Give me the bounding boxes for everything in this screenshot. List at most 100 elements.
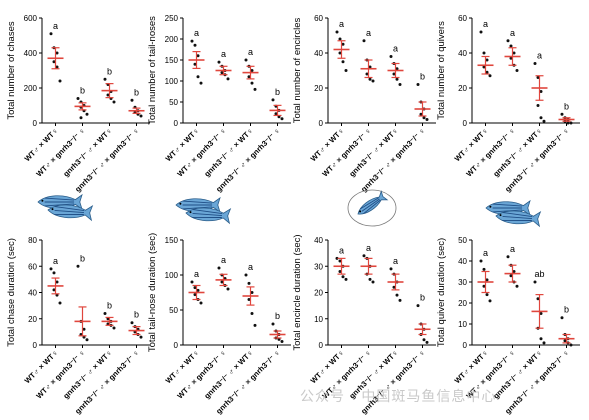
- y-tick-label: 200: [165, 35, 179, 44]
- data-point: [533, 280, 537, 284]
- category-label: gnrh3⁻/⁻ ♂ × WT♀: [61, 348, 113, 400]
- data-point: [395, 293, 399, 297]
- data-point: [139, 335, 143, 339]
- data-point: [371, 280, 375, 284]
- fish-eye: [51, 208, 54, 211]
- y-tick-label: 80: [28, 236, 37, 245]
- significance-letter: a: [393, 256, 398, 266]
- data-point: [338, 270, 342, 273]
- data-point: [250, 81, 254, 85]
- significance-letter: a: [393, 44, 398, 54]
- significance-letter: b: [80, 86, 85, 96]
- data-point: [536, 297, 540, 301]
- fish-stripe: [44, 197, 75, 201]
- category-label: WT♂ × gnrh3⁻/⁻ ♀: [34, 348, 86, 400]
- y-tick-label: 60: [458, 14, 467, 23]
- data-point: [338, 259, 342, 263]
- y-axis-label: Total number of encircles: [292, 17, 303, 123]
- data-point: [488, 74, 492, 78]
- fish-stripe: [54, 213, 84, 215]
- category-label: gnrh3⁻/⁻ ♂ × WT♀: [202, 348, 254, 400]
- fish-stripe: [192, 216, 222, 218]
- data-point: [395, 77, 399, 81]
- category-label: gnrh3⁻/⁻ ♂ × WT♀: [202, 126, 254, 178]
- significance-letter: a: [510, 28, 515, 38]
- fish-stripe: [192, 209, 223, 214]
- data-point: [85, 338, 89, 342]
- fish-stripe: [182, 200, 213, 204]
- data-point: [280, 340, 284, 343]
- significance-letter: a: [248, 47, 253, 57]
- data-point: [536, 76, 540, 79]
- data-point: [85, 112, 89, 116]
- data-point: [509, 274, 513, 278]
- data-point: [398, 298, 402, 302]
- data-point: [247, 298, 251, 301]
- data-point: [244, 273, 248, 277]
- data-point: [536, 104, 540, 107]
- data-point: [49, 32, 53, 36]
- data-point: [566, 121, 570, 125]
- data-point: [425, 340, 429, 344]
- data-point: [539, 90, 543, 93]
- data-point: [250, 69, 254, 72]
- data-point: [362, 39, 366, 43]
- fish-stripe: [363, 199, 381, 214]
- fish-pair-encircle-icon: [347, 189, 397, 227]
- y-axis-label: Total tail-nose duration (sec): [147, 233, 158, 352]
- significance-letter: b: [275, 87, 280, 97]
- data-point: [226, 77, 230, 81]
- data-point: [52, 288, 56, 292]
- data-point: [488, 299, 492, 303]
- data-point: [193, 286, 197, 290]
- y-tick-label: 0: [463, 119, 468, 128]
- data-point: [392, 285, 396, 289]
- data-point: [425, 118, 429, 121]
- significance-letter: a: [53, 256, 58, 266]
- y-tick-label: 40: [458, 257, 467, 266]
- data-point: [196, 288, 200, 292]
- fish-stripe: [502, 219, 532, 221]
- data-point: [250, 312, 254, 315]
- significance-letter: a: [483, 19, 488, 29]
- data-point: [533, 62, 537, 65]
- significance-letter: b: [420, 293, 425, 303]
- y-tick-label: 20: [458, 299, 467, 308]
- data-point: [55, 51, 59, 55]
- data-point: [392, 72, 396, 76]
- data-point: [112, 100, 116, 104]
- data-point: [112, 326, 116, 330]
- data-point: [560, 316, 564, 320]
- data-point: [193, 43, 197, 47]
- data-point: [49, 267, 53, 271]
- data-point: [217, 266, 221, 270]
- significance-letter: b: [107, 66, 112, 76]
- category-label: gnrh3⁻/⁻ ♂ × WT♀: [491, 348, 543, 400]
- significance-letter: a: [366, 28, 371, 38]
- data-point: [253, 87, 257, 91]
- y-tick-label: 10: [314, 315, 323, 324]
- data-point: [344, 277, 348, 281]
- y-tick-label: 0: [463, 341, 468, 350]
- data-point: [79, 116, 83, 120]
- y-tick-label: 0: [174, 119, 179, 128]
- data-point: [389, 267, 393, 271]
- data-point: [512, 270, 516, 273]
- data-point: [560, 112, 564, 116]
- data-point: [247, 281, 251, 285]
- data-point: [389, 55, 393, 58]
- y-tick-label: 0: [174, 341, 179, 350]
- data-point: [190, 280, 194, 284]
- fish-eye: [499, 214, 502, 217]
- data-point: [76, 264, 80, 268]
- fish-body: [185, 207, 232, 225]
- data-point: [485, 278, 489, 282]
- y-tick-label: 600: [24, 14, 38, 23]
- data-point: [419, 112, 423, 116]
- y-tick-label: 30: [314, 262, 323, 271]
- data-point: [338, 51, 342, 55]
- data-point: [274, 112, 278, 116]
- data-point: [539, 116, 543, 120]
- data-point: [422, 116, 426, 120]
- y-tick-label: 0: [33, 119, 38, 128]
